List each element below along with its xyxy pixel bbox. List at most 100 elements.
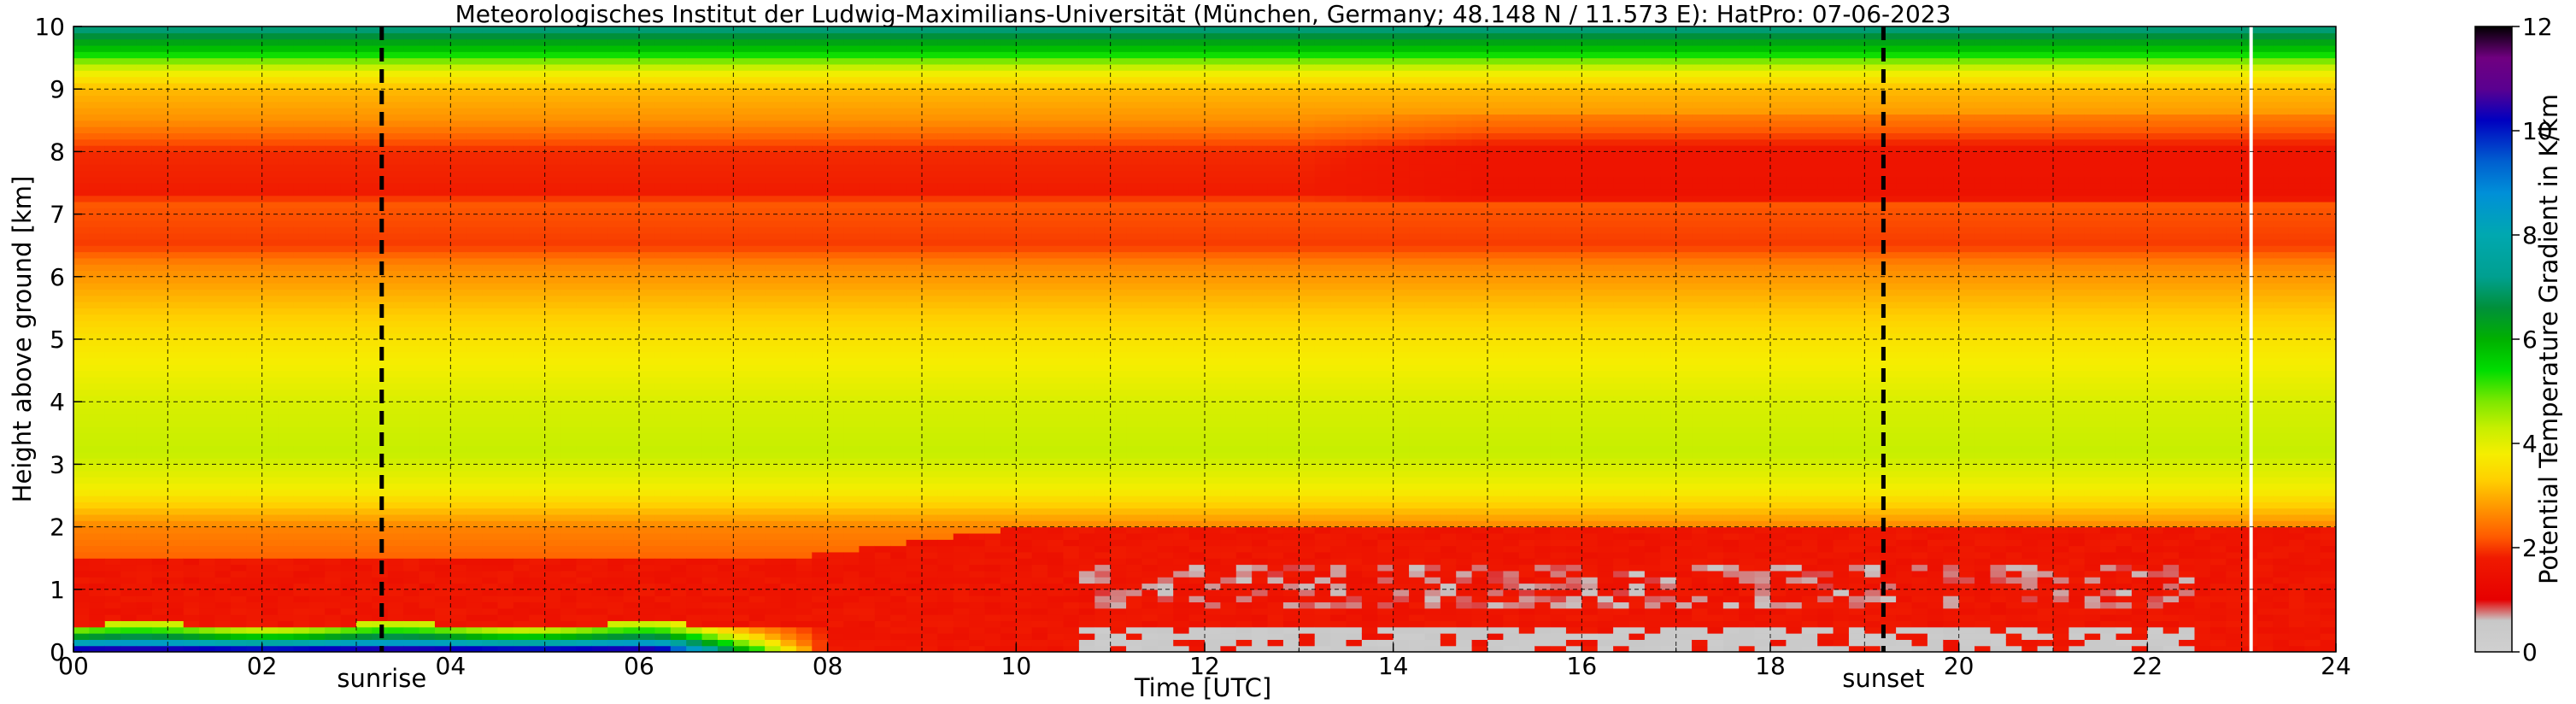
heatmap-cell	[497, 264, 514, 272]
heatmap-cell	[151, 157, 168, 165]
heatmap-cell	[686, 595, 703, 603]
heatmap-cell	[403, 76, 420, 84]
heatmap-cell	[419, 364, 436, 372]
heatmap-cell	[466, 138, 483, 146]
heatmap-cell	[230, 614, 247, 621]
heatmap-cell	[780, 332, 797, 340]
heatmap-cell	[73, 420, 90, 428]
heatmap-cell	[717, 57, 734, 65]
heatmap-cell	[560, 302, 578, 308]
heatmap-cell	[89, 577, 106, 584]
heatmap-cell	[623, 332, 640, 340]
heatmap-cell	[654, 26, 672, 33]
heatmap-cell	[183, 132, 200, 140]
heatmap-cell	[765, 308, 782, 315]
heatmap-cell	[136, 238, 153, 246]
heatmap-cell	[529, 502, 546, 509]
heatmap-cell	[639, 151, 655, 159]
heatmap-cell	[387, 76, 404, 84]
heatmap-cell	[104, 451, 121, 459]
heatmap-cell	[812, 445, 829, 453]
heatmap-cell	[576, 595, 593, 603]
heatmap-cell	[372, 145, 389, 152]
heatmap-cell	[639, 607, 655, 615]
heatmap-cell	[104, 483, 121, 490]
heatmap-cell	[230, 332, 247, 340]
heatmap-cell	[340, 332, 357, 340]
heatmap-cell	[230, 51, 247, 59]
heatmap-cell	[434, 570, 451, 578]
heatmap-cell	[372, 507, 389, 515]
heatmap-cell	[340, 70, 357, 78]
heatmap-cell	[372, 214, 389, 221]
heatmap-cell	[482, 633, 499, 640]
heatmap-cell	[450, 458, 467, 465]
heatmap-cell	[701, 251, 719, 259]
heatmap-cell	[748, 89, 766, 97]
heatmap-cell	[387, 558, 404, 566]
heatmap-cell	[670, 251, 687, 259]
heatmap-cell	[403, 63, 420, 71]
heatmap-cell	[748, 395, 766, 402]
heatmap-cell	[623, 395, 640, 402]
heatmap-cell	[795, 95, 813, 103]
heatmap-cell	[497, 464, 514, 472]
heatmap-cell	[482, 539, 499, 547]
heatmap-cell	[639, 308, 655, 315]
heatmap-cell	[780, 589, 797, 596]
heatmap-cell	[482, 339, 499, 346]
heatmap-cell	[246, 214, 263, 221]
heatmap-cell	[230, 289, 247, 296]
heatmap-cell	[513, 63, 530, 71]
heatmap-cell	[230, 195, 247, 202]
heatmap-cell	[765, 289, 782, 296]
heatmap-cell	[214, 126, 232, 134]
heatmap-cell	[827, 138, 844, 146]
heatmap-cell	[529, 302, 546, 308]
heatmap-cell	[701, 164, 719, 171]
heatmap-cell	[717, 82, 734, 90]
heatmap-cell	[654, 320, 672, 327]
heatmap-cell	[356, 32, 373, 40]
heatmap-cell	[780, 138, 797, 146]
heatmap-cell	[654, 89, 672, 97]
heatmap-cell	[765, 477, 782, 484]
heatmap-cell	[308, 44, 326, 52]
heatmap-cell	[199, 302, 216, 308]
heatmap-cell	[434, 408, 451, 415]
heatmap-cell	[497, 589, 514, 596]
heatmap-cell	[434, 276, 451, 284]
heatmap-cell	[151, 114, 168, 121]
heatmap-cell	[120, 370, 138, 378]
heatmap-cell	[591, 339, 608, 346]
heatmap-cell	[387, 195, 404, 202]
heatmap-cell	[340, 639, 357, 647]
heatmap-cell	[717, 320, 734, 327]
heatmap-cell	[293, 201, 310, 208]
heatmap-cell	[497, 470, 514, 478]
heatmap-cell	[278, 289, 295, 296]
heatmap-cell	[356, 483, 373, 490]
heatmap-cell	[544, 57, 561, 65]
heatmap-cell	[529, 276, 546, 284]
heatmap-cell	[827, 577, 844, 584]
heatmap-cell	[167, 170, 185, 178]
heatmap-cell	[230, 426, 247, 434]
heatmap-cell	[827, 464, 844, 472]
heatmap-cell	[230, 489, 247, 496]
heatmap-cell	[607, 232, 625, 240]
heatmap-cell	[308, 526, 326, 534]
heatmap-cell	[827, 620, 844, 628]
heatmap-cell	[623, 477, 640, 484]
heatmap-cell	[89, 496, 106, 502]
heatmap-cell	[466, 577, 483, 584]
heatmap-cell	[513, 577, 530, 584]
heatmap-cell	[513, 257, 530, 265]
heatmap-cell	[199, 426, 216, 434]
heatmap-cell	[733, 283, 750, 290]
heatmap-cell	[340, 507, 357, 515]
heatmap-cell	[591, 520, 608, 528]
heatmap-cell	[701, 101, 719, 109]
heatmap-cell	[827, 170, 844, 178]
heatmap-cell	[450, 339, 467, 346]
